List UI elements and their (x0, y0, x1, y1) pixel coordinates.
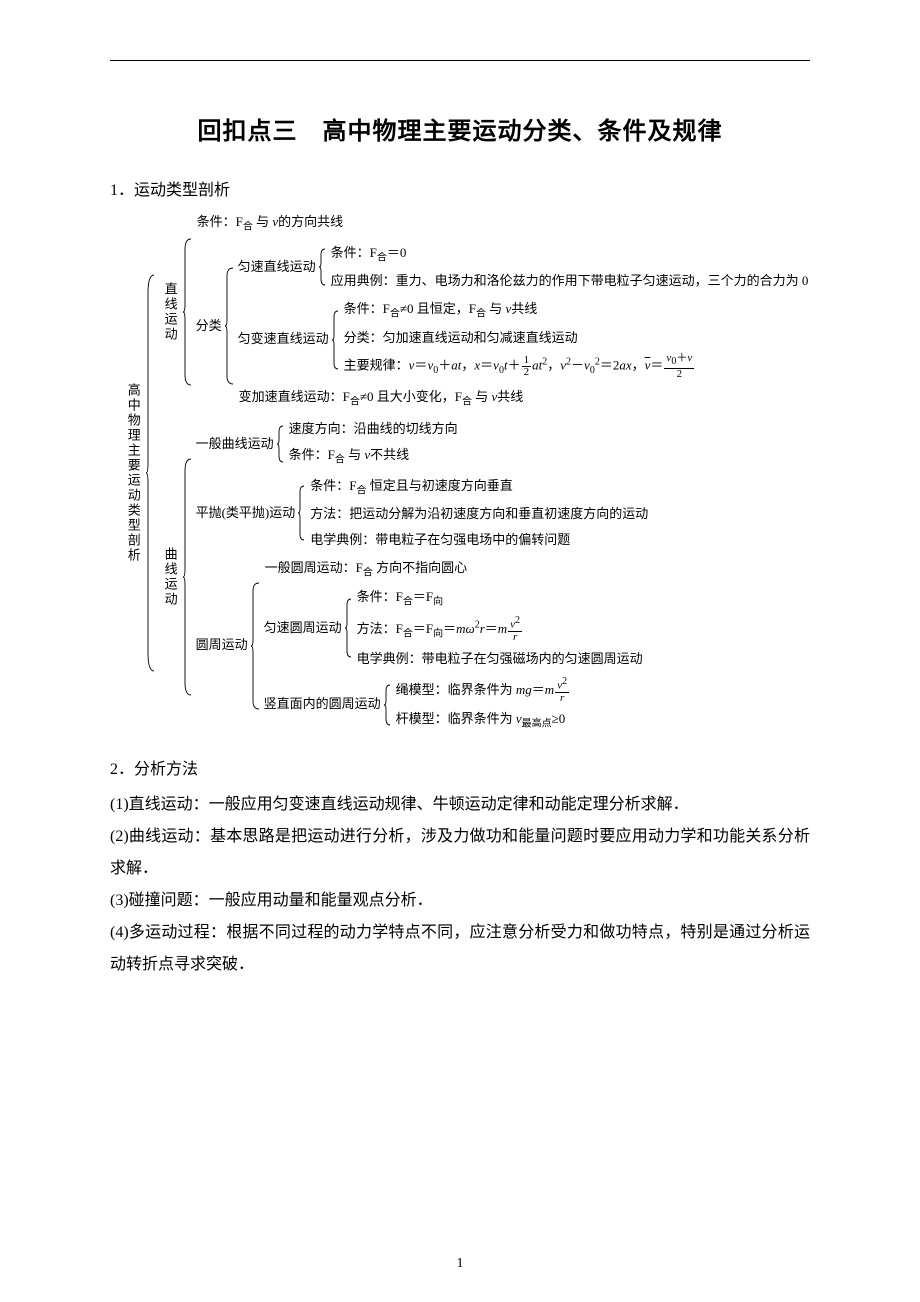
proj-method: 方法：把运动分解为沿初速度方向和垂直初速度方向的运动 (307, 503, 648, 526)
method-2: (2)曲线运动：基本思路是把运动进行分析，涉及力做功和能量问题时要应用动力学和功… (110, 821, 810, 885)
proj-label: 平抛(类平抛)运动 (194, 475, 298, 552)
method-1: (1)直线运动：一般应用匀变速直线运动规律、牛顿运动定律和动能定理分析求解． (110, 789, 810, 821)
gen-curve-dir: 速度方向：沿曲线的切线方向 (286, 418, 458, 441)
vcirc-rope: 绳模型：临界条件为 mg＝mv2r (393, 676, 570, 706)
ucirc-cond: 条件：F合＝F向 (354, 586, 643, 612)
section-1-head: 1．运动类型剖析 (110, 176, 810, 200)
root-label: 高中物理主要运动类型剖析 (122, 383, 143, 563)
brace-icon (224, 241, 236, 412)
uniform-linear-cond: 条件：F合＝0 (328, 242, 809, 268)
vcirc-rod: 杆模型：临界条件为 v最高点≥0 (393, 708, 570, 734)
circ-label: 圆周运动 (194, 557, 250, 735)
var-linear-rule: 主要规律：v＝v0＋at，x＝v0t＋12at2，v2－v02＝2ax，v＝v0… (341, 352, 696, 381)
var-linear-cond: 条件：F合≠0 且恒定，F合 与 v共线 (341, 298, 696, 324)
method-3: (3)碰撞问题：一般应用动量和能量观点分析． (110, 885, 810, 917)
analysis-methods: (1)直线运动：一般应用匀变速直线运动规律、牛顿运动定律和动能定理分析求解． (… (110, 789, 810, 981)
linear-label: 直线运动 (159, 282, 180, 342)
gen-circ: 一般圆周运动：F合 方向不指向圆心 (262, 557, 643, 583)
section-2-head: 2．分析方法 (110, 755, 810, 779)
brace-icon (145, 210, 157, 737)
top-rule (110, 60, 810, 61)
brace-icon (276, 418, 286, 469)
linear-cond: 条件：F合 与 v的方向共线 (194, 211, 809, 237)
var-accel-linear: 变加速直线运动：F合≠0 且大小变化，F合 与 v共线 (236, 386, 809, 412)
classification-tree: 高中物理主要运动类型剖析 直线运动 条件：F合 与 v的方向共线 分类 (110, 210, 810, 737)
var-linear-class: 分类：匀加速直线运动和匀减速直线运动 (341, 327, 696, 350)
uniform-linear-ex: 应用典例：重力、电场力和洛伦兹力的作用下带电粒子匀速运动，三个力的合力为 0 (328, 270, 809, 293)
linear-class-label: 分类 (194, 241, 224, 412)
brace-icon (344, 586, 354, 670)
vcirc-label: 竖直面内的圆周运动 (262, 676, 383, 734)
uniform-linear-label: 匀速直线运动 (236, 242, 318, 293)
brace-icon (182, 211, 194, 412)
gen-curve-label: 一般曲线运动 (194, 418, 276, 469)
ucirc-method: 方法：F合＝F向＝mω2r＝mv2r (354, 615, 643, 645)
page-number: 1 (0, 1256, 920, 1272)
gen-curve-cond: 条件：F合 与 v不共线 (286, 444, 458, 470)
brace-icon (182, 417, 194, 736)
brace-icon (383, 676, 393, 734)
brace-icon (318, 242, 328, 293)
curve-label: 曲线运动 (159, 547, 180, 607)
ucirc-ex: 电学典例：带电粒子在匀强磁场内的匀速圆周运动 (354, 648, 643, 671)
proj-ex: 电学典例：带电粒子在匀强电场中的偏转问题 (307, 529, 648, 552)
page: 回扣点三 高中物理主要运动分类、条件及规律 1．运动类型剖析 高中物理主要运动类… (0, 0, 920, 1302)
brace-icon (331, 298, 341, 382)
doc-title: 回扣点三 高中物理主要运动分类、条件及规律 (110, 111, 810, 146)
var-linear-label: 匀变速直线运动 (236, 298, 331, 382)
brace-icon (297, 475, 307, 552)
ucirc-label: 匀速圆周运动 (262, 586, 344, 670)
brace-icon (250, 557, 262, 735)
method-4: (4)多运动过程：根据不同过程的动力学特点不同，应注意分析受力和做功特点，特别是… (110, 917, 810, 981)
proj-cond: 条件：F合 恒定且与初速度方向垂直 (307, 475, 648, 501)
